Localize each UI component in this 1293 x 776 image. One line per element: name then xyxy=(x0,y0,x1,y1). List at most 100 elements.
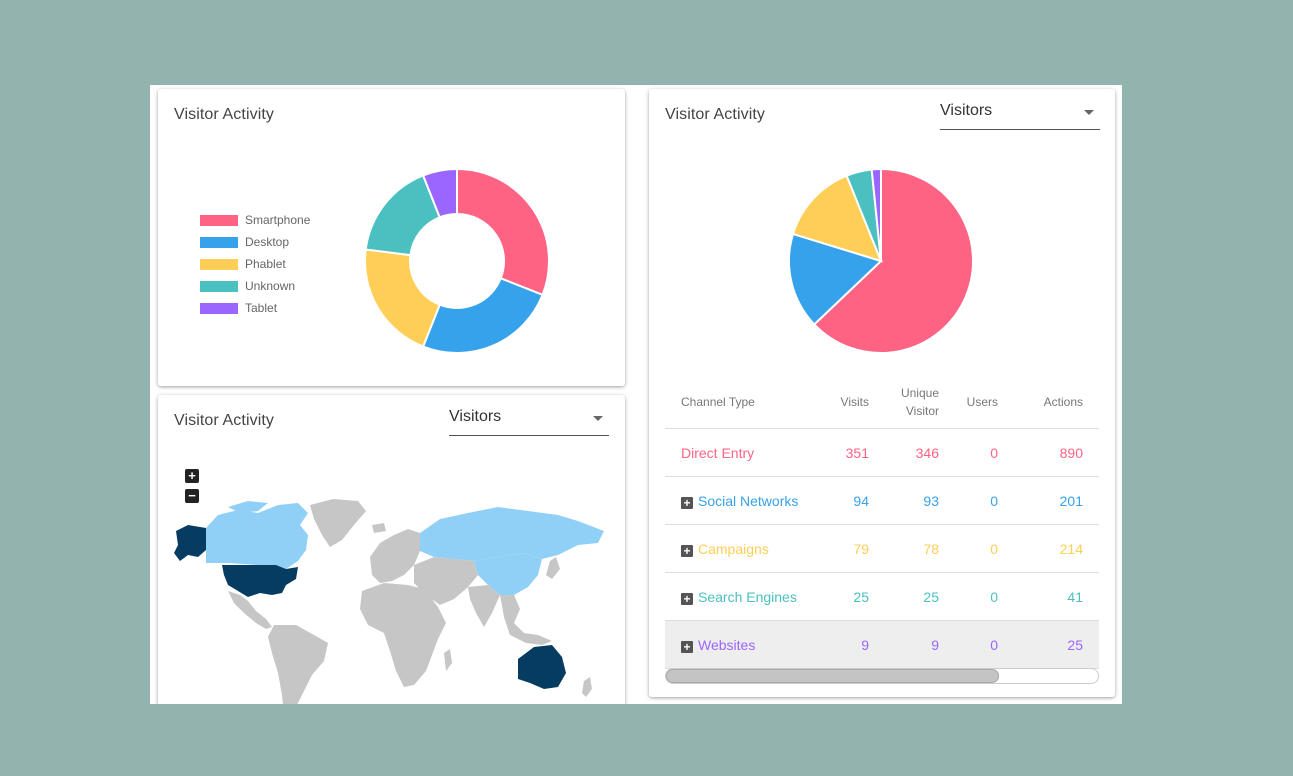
channel-name: Social Networks xyxy=(698,492,799,509)
chevron-down-icon xyxy=(1084,110,1094,115)
table-row[interactable]: + Search Engines 25 25 0 41 xyxy=(665,572,1099,621)
expand-plus-icon[interactable]: + xyxy=(681,544,693,557)
cell-unique: 25 xyxy=(885,572,955,621)
map-region-middle-east[interactable] xyxy=(414,557,478,605)
cell-name[interactable]: + Websites xyxy=(665,620,815,669)
map-region-new-zealand[interactable] xyxy=(582,677,592,697)
map-region-canada[interactable] xyxy=(206,503,308,569)
metric-select-value: Visitors xyxy=(449,408,502,425)
map-region-greenland[interactable] xyxy=(310,499,366,547)
cell-visits: 351 xyxy=(815,428,885,477)
slice-campaigns[interactable] xyxy=(791,174,883,263)
slice-websites[interactable] xyxy=(870,167,882,262)
map-region-australia[interactable] xyxy=(518,645,566,689)
expand-plus-icon[interactable]: + xyxy=(681,496,693,509)
cell-actions: 201 xyxy=(1014,476,1099,525)
cell-visits: 79 xyxy=(815,524,885,573)
horizontal-scrollbar[interactable] xyxy=(665,668,1099,684)
legend-label: Unknown xyxy=(245,279,296,293)
world-map xyxy=(174,499,604,704)
cell-actions: 890 xyxy=(1014,428,1099,477)
header-actions[interactable]: Actions xyxy=(1014,376,1099,429)
cell-actions: 214 xyxy=(1014,524,1099,573)
cell-actions: 25 xyxy=(1014,620,1099,669)
card-title: Visitor Activity xyxy=(665,106,765,123)
slice-phablet[interactable] xyxy=(364,248,441,348)
cell-users: 0 xyxy=(955,572,1014,621)
cell-name[interactable]: + Search Engines xyxy=(665,572,815,621)
map-region-mexico[interactable] xyxy=(228,591,272,629)
channel-name: Campaigns xyxy=(698,540,769,557)
channel-pie-chart xyxy=(788,167,974,354)
map-region-usa[interactable] xyxy=(222,565,298,597)
map-region-russia[interactable] xyxy=(420,507,604,561)
legend-swatch xyxy=(200,280,238,292)
visitor-activity-map-card: Visitor Activity Visitors + − xyxy=(158,395,625,704)
zoom-out-button[interactable]: − xyxy=(185,489,199,503)
map-region-africa[interactable] xyxy=(360,583,446,687)
map-region-india[interactable] xyxy=(468,585,500,627)
table-row[interactable]: + Social Networks 94 93 0 201 xyxy=(665,476,1099,525)
map-region-southeast-asia[interactable] xyxy=(500,595,552,645)
legend-label: Tablet xyxy=(245,301,278,315)
cell-visits: 94 xyxy=(815,476,885,525)
header-unique-visitor[interactable]: Unique Visitor xyxy=(885,376,955,429)
legend-swatch xyxy=(200,258,238,270)
header-visits[interactable]: Visits xyxy=(815,376,885,429)
slice-direct-entry[interactable] xyxy=(812,167,974,354)
map-region-south-america[interactable] xyxy=(268,625,328,704)
slice-tablet[interactable] xyxy=(421,167,458,219)
legend-label: Desktop xyxy=(245,235,290,249)
channel-name: Direct Entry xyxy=(681,444,755,461)
cell-unique: 78 xyxy=(885,524,955,573)
scrollbar-thumb[interactable] xyxy=(666,669,999,683)
map-region-arctic-islands[interactable] xyxy=(228,501,268,513)
legend-item[interactable]: Desktop xyxy=(200,231,310,253)
cell-visits: 25 xyxy=(815,572,885,621)
channel-table: Channel Type Visits Unique Visitor Users… xyxy=(665,376,1099,669)
map-region-china[interactable] xyxy=(474,553,542,595)
slice-desktop[interactable] xyxy=(421,277,544,354)
legend-item[interactable]: Smartphone xyxy=(200,209,310,231)
device-doughnut-chart xyxy=(364,167,550,354)
header-unique-line2: Visitor xyxy=(905,404,939,418)
map-region-madagascar[interactable] xyxy=(444,649,452,671)
cell-unique: 93 xyxy=(885,476,955,525)
cell-unique: 346 xyxy=(885,428,955,477)
slice-social-networks[interactable] xyxy=(788,232,883,326)
legend-label: Smartphone xyxy=(245,213,311,227)
legend-swatch xyxy=(200,302,238,314)
expand-plus-icon[interactable]: + xyxy=(681,592,693,605)
header-users[interactable]: Users xyxy=(955,376,1014,429)
table-row[interactable]: + Campaigns 79 78 0 214 xyxy=(665,524,1099,573)
map-region-japan[interactable] xyxy=(546,557,560,579)
metric-select-value: Visitors xyxy=(940,102,993,119)
header-channel-type[interactable]: Channel Type xyxy=(665,376,815,429)
legend-item[interactable]: Phablet xyxy=(200,253,310,275)
expand-plus-icon[interactable]: + xyxy=(681,640,693,653)
visitor-activity-doughnut-card: Visitor Activity Smartphone Desktop Phable… xyxy=(158,89,625,386)
table-row[interactable]: Direct Entry 351 346 0 890 xyxy=(665,428,1099,477)
map-region-iceland[interactable] xyxy=(372,523,386,533)
card-title: Visitor Activity xyxy=(174,106,274,123)
channel-name: Search Engines xyxy=(698,588,797,605)
metric-select[interactable]: Visitors xyxy=(449,404,609,436)
cell-name[interactable]: Direct Entry xyxy=(665,428,815,477)
legend-swatch xyxy=(200,236,238,248)
visitor-activity-channel-card: Visitor Activity Visitors Channel Type V… xyxy=(649,89,1115,697)
cell-name[interactable]: + Campaigns xyxy=(665,524,815,573)
slice-smartphone[interactable] xyxy=(456,167,550,297)
dashboard-frame: Visitor Activity Smartphone Desktop Phable… xyxy=(150,85,1122,704)
cell-name[interactable]: + Social Networks xyxy=(665,476,815,525)
legend-swatch xyxy=(200,214,238,226)
map-region-europe[interactable] xyxy=(370,529,420,583)
cell-users: 0 xyxy=(955,428,1014,477)
metric-select[interactable]: Visitors xyxy=(940,98,1100,130)
zoom-in-button[interactable]: + xyxy=(185,469,199,483)
cell-users: 0 xyxy=(955,476,1014,525)
table-row[interactable]: + Websites 9 9 0 25 xyxy=(665,620,1099,669)
legend-item[interactable]: Tablet xyxy=(200,297,310,319)
legend-item[interactable]: Unknown xyxy=(200,275,310,297)
cell-actions: 41 xyxy=(1014,572,1099,621)
map-region-alaska[interactable] xyxy=(174,525,206,561)
